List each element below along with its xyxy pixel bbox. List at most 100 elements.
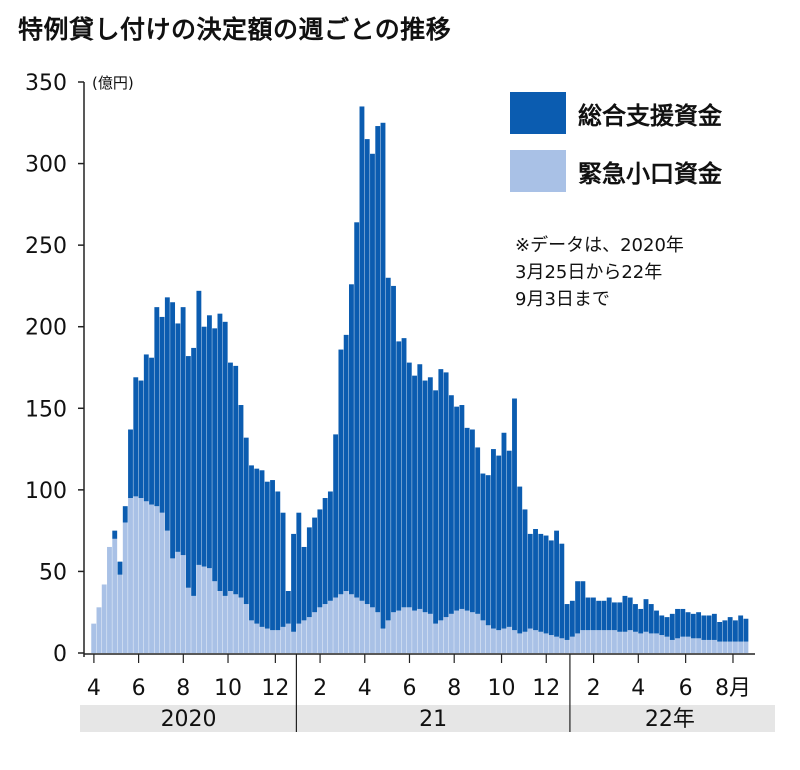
bar-kinkyu: [585, 630, 591, 653]
bar-sogo: [175, 323, 181, 552]
x-tick-label: 2: [587, 676, 601, 701]
bar-kinkyu: [354, 597, 360, 653]
bar-sogo: [354, 222, 360, 598]
bar-sogo: [622, 595, 628, 632]
bar-kinkyu: [569, 636, 575, 653]
bar-sogo: [496, 455, 502, 631]
bar-sogo: [569, 600, 575, 637]
bar-kinkyu: [612, 630, 617, 653]
bar-sogo: [128, 429, 133, 499]
bar-sogo: [370, 153, 375, 608]
y-tick-label: 100: [25, 479, 67, 504]
note-line: 3月25日から22年: [515, 262, 663, 283]
bar-sogo: [422, 380, 428, 613]
bar-kinkyu: [675, 638, 680, 653]
bar-kinkyu: [701, 639, 707, 653]
note-line: ※データは、2020年: [515, 235, 684, 256]
bar-kinkyu: [727, 641, 733, 653]
y-tick-label: 150: [25, 397, 67, 422]
bar-kinkyu: [690, 638, 696, 653]
bar-kinkyu: [280, 626, 286, 653]
bar-kinkyu: [291, 631, 296, 653]
bar-sogo: [701, 615, 707, 640]
bar-kinkyu: [617, 631, 623, 653]
bar-sogo: [459, 405, 465, 609]
bar-sogo: [212, 328, 218, 582]
bar-kinkyu: [554, 636, 559, 653]
bar-kinkyu: [317, 607, 323, 653]
legend-swatch-sogo: [510, 92, 566, 134]
bar-sogo: [270, 480, 275, 631]
bar-sogo: [264, 481, 270, 629]
bar-kinkyu: [433, 623, 439, 653]
bar-sogo: [412, 375, 417, 611]
bar-sogo: [501, 432, 507, 629]
bar-kinkyu: [517, 633, 523, 653]
bar-sogo: [233, 365, 239, 595]
bar-kinkyu: [375, 612, 381, 653]
bar-sogo: [312, 517, 318, 613]
bar-sogo: [580, 581, 586, 631]
bar-kinkyu: [464, 610, 470, 653]
bar-sogo: [454, 406, 460, 611]
bar-kinkyu: [564, 639, 570, 653]
bar-sogo: [606, 597, 612, 631]
bar-kinkyu: [249, 620, 254, 653]
bar-sogo: [275, 491, 281, 631]
bar-kinkyu: [401, 607, 407, 653]
bar-kinkyu: [722, 641, 728, 653]
bar-sogo: [548, 540, 554, 636]
bar-sogo: [438, 369, 444, 621]
bar-sogo: [585, 597, 591, 631]
bar-kinkyu: [448, 613, 454, 653]
bar-kinkyu: [259, 626, 265, 653]
bar-kinkyu: [364, 604, 370, 653]
bar-sogo: [717, 622, 723, 642]
bar-sogo: [664, 617, 670, 637]
bar-kinkyu: [480, 620, 486, 653]
bar-kinkyu: [338, 594, 344, 653]
bar-kinkyu: [175, 551, 181, 653]
bar-kinkyu: [659, 635, 665, 653]
bar-kinkyu: [275, 630, 281, 653]
bar-kinkyu: [91, 623, 97, 653]
bar-sogo: [506, 450, 512, 627]
bar-kinkyu: [191, 595, 197, 653]
y-tick-label: 350: [25, 71, 67, 96]
bar-sogo: [133, 377, 139, 497]
bar-kinkyu: [711, 639, 717, 653]
legend-item-sogo: 総合支援資金: [510, 92, 722, 134]
bar-kinkyu: [485, 625, 491, 653]
bar-sogo: [154, 307, 160, 507]
bar-sogo: [385, 277, 391, 621]
bar-sogo: [333, 434, 339, 598]
bar-sogo: [517, 486, 523, 634]
bar-kinkyu: [491, 628, 496, 653]
bar-sogo: [149, 357, 154, 505]
bar-kinkyu: [680, 636, 686, 653]
bar-kinkyu: [96, 607, 102, 653]
bar-sogo: [222, 321, 228, 596]
bar-kinkyu: [306, 617, 312, 653]
bar-kinkyu: [496, 630, 502, 653]
bar-sogo: [638, 608, 644, 634]
bar-kinkyu: [164, 530, 170, 653]
bar-sogo: [491, 449, 496, 629]
year-band-label: 2020: [161, 707, 217, 732]
bar-sogo: [427, 377, 433, 614]
bar-kinkyu: [107, 546, 112, 653]
bar-sogo: [196, 290, 202, 565]
bar-sogo: [159, 316, 165, 513]
bar-sogo: [464, 427, 470, 611]
bar-sogo: [338, 349, 344, 595]
bar-kinkyu: [522, 631, 528, 653]
bar-sogo: [433, 390, 439, 624]
bar-kinkyu: [543, 633, 549, 653]
bar-kinkyu: [196, 564, 202, 653]
data-period-note: ※データは、2020年 3月25日から22年 9月3日まで: [515, 232, 755, 313]
bar-kinkyu: [301, 620, 307, 653]
bar-sogo: [191, 347, 197, 596]
legend-item-kinkyu: 緊急小口資金: [510, 150, 722, 192]
bar-sogo: [322, 498, 328, 605]
bar-sogo: [254, 468, 260, 624]
